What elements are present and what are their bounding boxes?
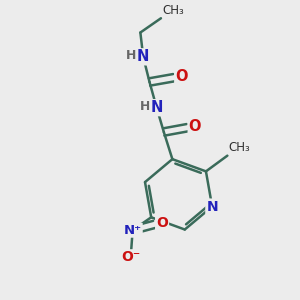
Text: N: N <box>137 49 149 64</box>
Text: H: H <box>140 100 150 113</box>
Text: H: H <box>126 49 136 62</box>
Text: N: N <box>151 100 163 115</box>
Text: CH₃: CH₃ <box>229 141 250 154</box>
Text: O: O <box>156 216 168 230</box>
Text: O: O <box>175 69 188 84</box>
Text: CH₃: CH₃ <box>162 4 184 17</box>
Text: N⁺: N⁺ <box>124 224 142 237</box>
Text: O⁻: O⁻ <box>122 250 141 264</box>
Text: N: N <box>206 200 218 214</box>
Text: O: O <box>189 119 201 134</box>
